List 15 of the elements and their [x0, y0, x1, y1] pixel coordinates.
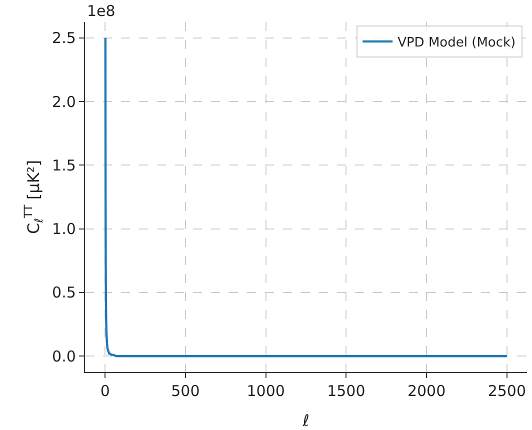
- x-tick-label: 2500: [488, 382, 526, 400]
- x-axis-title: ℓ: [302, 410, 310, 430]
- x-tick-label: 500: [171, 382, 200, 400]
- x-tick-label: 0: [100, 382, 110, 400]
- y-tick-label: 1.5: [52, 156, 76, 174]
- y-tick-label: 0.5: [52, 284, 76, 302]
- y-tick-label: 1.0: [52, 220, 76, 238]
- legend-label: VPD Model (Mock): [398, 36, 516, 51]
- y-tick-label: 2.5: [52, 29, 76, 48]
- x-tick-label: 1500: [327, 382, 366, 400]
- x-tick-label: 2000: [407, 382, 446, 400]
- x-tick-label: 1000: [246, 382, 285, 400]
- y-tick-label: 0.0: [52, 347, 76, 366]
- text: 1e8: [87, 2, 116, 20]
- y-tick-label: 2.0: [52, 92, 76, 111]
